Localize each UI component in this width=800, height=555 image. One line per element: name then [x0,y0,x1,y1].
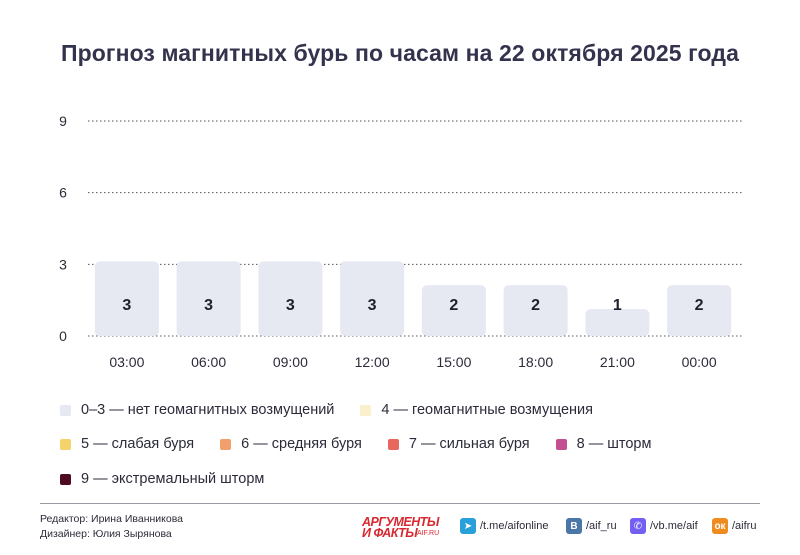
designer-credit: Дизайнер: Юлия Зырянова [40,528,172,540]
x-tick-label: 12:00 [355,354,390,370]
social-link-viber[interactable]: ✆ /vb.me/aif [630,518,698,534]
viber-icon: ✆ [630,518,646,534]
social-link-vk[interactable]: В /aif_ru [566,518,617,534]
bar [176,261,241,336]
y-tick-label: 9 [59,113,67,129]
y-tick-label: 3 [59,256,67,272]
bar [94,261,159,336]
telegram-icon: ➤ [460,518,476,534]
bar-value-label: 3 [204,297,213,314]
footer-divider [40,503,760,504]
bar [421,285,486,336]
bar-value-label: 3 [122,297,131,314]
legend-label: 7 — сильная буря [408,436,530,452]
legend-label: 9 — экстремальный шторм [81,471,265,487]
bar [667,285,732,336]
legend-row-1: 0–3 — нет геомагнитных возмущений 4 — ге… [60,400,619,420]
x-tick-label: 09:00 [273,354,308,370]
x-tick-label: 21:00 [600,354,635,370]
x-tick-label: 03:00 [109,354,144,370]
bar-value-label: 3 [286,297,295,314]
logo-text-top: АРГУМЕНТЫ [362,515,439,529]
legend-item: 4 — геомагнитные возмущения [360,402,593,418]
chart-title: Прогноз магнитных бурь по часам на 22 ок… [60,40,739,66]
legend-label: 6 — средняя буря [241,436,362,452]
logo-text-bottom: И ФАКТЫ [362,526,418,540]
legend-item: 9 — экстремальный шторм [60,471,264,487]
bar [258,261,323,336]
magnetic-storm-bar-chart: 0 3 6 9 3 03:00 3 06:00 3 09:00 3 12:00 2 15:00 2 18:00… [59,113,742,370]
bar-value-label: 2 [531,297,540,314]
credits: Редактор: Ирина Иванникова Дизайнер: Юли… [40,512,183,542]
legend-label: 0–3 — нет геомагнитных возмущений [81,402,335,418]
social-link-text: /aifru [732,520,757,532]
x-tick-label: 00:00 [682,354,717,370]
legend-item: 5 — слабая буря [60,436,194,452]
legend-item: 7 — сильная буря [387,436,530,452]
x-tick-label: 18:00 [518,354,553,370]
legend-swatch-icon [555,438,567,450]
legend-label: 4 — геомагнитные возмущения [381,402,593,418]
legend-label: 8 — шторм [576,436,652,452]
legend-item: 6 — средняя буря [220,436,362,452]
social-link-odnoklassniki[interactable]: ок /aifru [712,518,756,534]
legend-row-2: 5 — слабая буря 6 — средняя буря 7 — сил… [60,434,677,454]
social-link-text: /t.me/aifonline [480,520,549,532]
legend-swatch-icon [360,404,372,416]
x-tick-label: 06:00 [191,354,226,370]
bar-value-label: 3 [368,297,377,314]
legend-swatch-icon [60,404,71,416]
y-tick-label: 6 [59,185,67,201]
legend-label: 5 — слабая буря [81,436,195,452]
bar [340,261,405,336]
bar-value-label: 2 [695,297,704,314]
bar [585,309,650,336]
legend-swatch-icon [60,473,71,485]
vk-icon: В [566,518,582,534]
social-link-text: /vb.me/aif [650,520,698,532]
social-link-telegram[interactable]: ➤ /t.me/aifonline [460,518,548,534]
legend-swatch-icon [60,438,71,450]
legend-item: 8 — шторм [555,436,652,452]
editor-credit: Редактор: Ирина Иванникова [40,513,184,525]
odnoklassniki-icon: ок [712,518,728,534]
social-link-text: /aif_ru [586,520,617,532]
legend-swatch-icon [220,438,232,450]
y-tick-label: 0 [59,328,67,344]
legend-row-3: 9 — экстремальный шторм [60,469,290,489]
aif-logo[interactable]: АРГУМЕНТЫ И ФАКТЫ AIF.RU [362,515,447,541]
legend-swatch-icon [387,438,399,450]
logo-site: AIF.RU [417,530,440,537]
x-tick-label: 15:00 [436,354,471,370]
legend-item: 0–3 — нет геомагнитных возмущений [60,402,334,418]
bar [503,285,568,336]
bar-value-label: 1 [613,297,622,314]
bar-value-label: 2 [449,297,458,314]
